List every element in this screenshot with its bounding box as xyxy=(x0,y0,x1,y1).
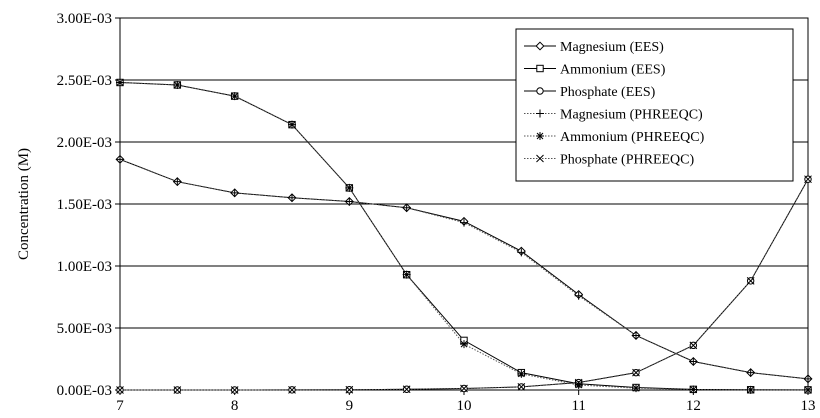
y-tick-label: 1.00E-03 xyxy=(57,259,112,275)
marker-asterisk xyxy=(746,385,755,394)
marker-square xyxy=(536,64,544,73)
marker-cross xyxy=(517,383,526,391)
marker-asterisk xyxy=(517,369,526,378)
legend-box xyxy=(515,28,794,182)
marker-cross xyxy=(402,385,411,394)
y-tick-label: 5.00E-03 xyxy=(57,321,112,337)
marker-asterisk xyxy=(345,183,354,192)
x-tick-label: 12 xyxy=(686,398,701,414)
series-line xyxy=(120,178,809,391)
marker-plus xyxy=(345,197,354,206)
marker-plus xyxy=(517,248,526,257)
marker-asterisk xyxy=(574,381,583,390)
marker-plus xyxy=(632,331,640,340)
legend-entry: Magnesium (PHREEQC) xyxy=(560,108,703,123)
x-tick-label: 11 xyxy=(571,398,585,414)
marker-asterisk xyxy=(402,270,411,279)
marker-circle xyxy=(536,87,544,95)
marker-cross xyxy=(460,384,468,393)
marker-cross xyxy=(689,341,698,350)
legend-entry: Magnesium (EES) xyxy=(560,40,664,55)
marker-plus xyxy=(288,193,296,202)
x-tick-label: 9 xyxy=(346,398,354,414)
legend-entry: Ammonium (PHREEQC) xyxy=(560,130,705,145)
marker-asterisk xyxy=(632,384,640,393)
marker-plus xyxy=(746,368,755,377)
x-tick-label: 10 xyxy=(457,398,472,414)
marker-cross xyxy=(173,386,182,394)
marker-cross xyxy=(230,386,239,394)
marker-asterisk xyxy=(288,120,296,129)
y-tick-label: 3.00E-03 xyxy=(57,11,112,27)
y-tick-label: 0.00E-03 xyxy=(57,383,112,399)
marker-cross xyxy=(288,386,296,394)
marker-cross xyxy=(345,385,354,394)
legend-entry: Phosphate (EES) xyxy=(560,85,656,100)
marker-cross xyxy=(116,386,124,394)
marker-plus xyxy=(173,177,182,186)
y-tick-label: 2.00E-03 xyxy=(57,135,112,151)
y-tick-label: 2.50E-03 xyxy=(57,73,112,89)
y-tick-label: 1.50E-03 xyxy=(57,197,112,213)
y-axis-title: Concentration (M) xyxy=(16,148,32,260)
marker-plus xyxy=(230,188,239,197)
marker-asterisk xyxy=(173,80,182,89)
marker-asterisk xyxy=(804,385,812,394)
marker-diamond xyxy=(535,41,545,51)
marker-cross xyxy=(804,175,812,184)
axis-ticks: 0.00E-03 5.00E-03 1.00E-03 1.50E-03 2.00E-03… xyxy=(57,11,816,414)
x-tick-label: 13 xyxy=(801,398,816,414)
marker-plus xyxy=(402,203,411,212)
marker-cross xyxy=(574,378,583,387)
marker-plus xyxy=(460,218,468,227)
marker-asterisk xyxy=(536,132,544,140)
marker-plus xyxy=(574,291,583,300)
marker-asterisk xyxy=(689,385,698,394)
marker-asterisk xyxy=(460,340,468,349)
marker-plus xyxy=(536,109,544,118)
marker-plus xyxy=(116,155,124,164)
series-markers xyxy=(115,78,813,394)
marker-plus xyxy=(804,374,812,383)
series-line xyxy=(120,178,809,391)
legend-entry: Phosphate (PHREEQC) xyxy=(560,153,695,168)
x-tick-label: 7 xyxy=(116,398,124,414)
marker-cross xyxy=(536,154,544,163)
marker-cross xyxy=(746,277,755,285)
marker-asterisk xyxy=(230,92,239,101)
marker-plus xyxy=(689,357,698,366)
x-tick-label: 8 xyxy=(231,398,239,414)
marker-asterisk xyxy=(116,78,124,87)
legend-entry: Ammonium (EES) xyxy=(560,63,666,78)
legend: Magnesium (EES) Ammonium (EES) Phosphate (… xyxy=(515,28,794,182)
marker-cross xyxy=(632,368,640,377)
